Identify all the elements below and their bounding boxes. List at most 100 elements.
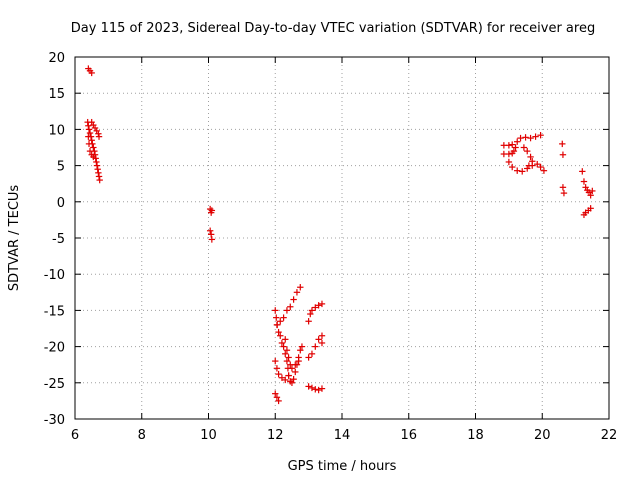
data-point: [587, 205, 594, 212]
y-tick-label: -25: [44, 377, 65, 392]
data-point: [90, 153, 97, 161]
data-point: [295, 357, 302, 365]
data-point: [312, 386, 319, 393]
data-point: [206, 227, 214, 234]
data-point: [85, 122, 92, 129]
data-point: [287, 361, 294, 368]
data-point: [278, 374, 286, 381]
data-point: [318, 332, 326, 339]
data-point: [534, 160, 541, 168]
data-point: [308, 384, 316, 392]
data-point: [537, 131, 544, 139]
data-point: [85, 126, 93, 133]
data-point: [520, 144, 528, 151]
data-point: [208, 207, 216, 214]
x-axis-label: GPS time / hours: [288, 459, 397, 474]
data-point: [275, 397, 282, 405]
x-tick-label: 14: [334, 428, 351, 443]
data-point: [305, 318, 312, 325]
data-point: [283, 357, 291, 365]
data-point: [315, 386, 322, 394]
data-point: [277, 332, 284, 339]
data-point: [537, 163, 544, 171]
data-point: [527, 134, 534, 142]
data-point: [95, 130, 102, 137]
y-tick-label: -5: [52, 232, 65, 247]
data-point: [529, 162, 536, 169]
data-point: [517, 134, 524, 142]
data-point: [589, 187, 596, 195]
data-point: [272, 390, 279, 397]
data-point: [282, 336, 289, 343]
data-point: [278, 339, 286, 347]
data-point: [308, 350, 316, 358]
data-point: [298, 343, 306, 350]
data-point: [273, 314, 280, 321]
data-point: [559, 184, 567, 191]
grid-lines: [75, 57, 609, 419]
x-tick-label: 16: [400, 428, 417, 443]
data-point: [509, 141, 516, 148]
data-point: [86, 147, 94, 155]
data-point: [560, 189, 568, 197]
data-point: [297, 347, 304, 354]
data-point: [312, 304, 319, 311]
data-point: [315, 336, 322, 343]
data-point: [579, 168, 586, 175]
data-point: [283, 307, 291, 314]
data-point: [580, 178, 588, 185]
data-point: [93, 162, 101, 169]
data-point: [275, 328, 282, 336]
data-point: [94, 166, 101, 173]
y-tick-label: -30: [44, 413, 65, 428]
y-tick-label: 10: [48, 123, 65, 138]
data-point: [272, 307, 279, 314]
data-point: [272, 357, 279, 365]
data-point: [282, 376, 289, 384]
data-point: [540, 167, 548, 174]
data-point: [559, 140, 566, 148]
data-point: [93, 158, 100, 166]
x-tick-label: 22: [601, 428, 618, 443]
data-point: [285, 372, 292, 379]
data-point: [88, 69, 95, 77]
data-point: [315, 302, 322, 309]
data-point: [318, 300, 326, 308]
data-point: [524, 147, 531, 155]
data-point: [273, 365, 281, 372]
data-point: [524, 165, 531, 172]
data-point: [285, 354, 292, 361]
data-point: [273, 321, 281, 329]
data-point: [527, 153, 534, 161]
y-tick-label: -20: [44, 341, 65, 356]
data-point: [514, 167, 521, 174]
y-tick-label: 20: [48, 51, 65, 66]
data-point: [307, 310, 314, 318]
x-tick-label: 10: [200, 428, 217, 443]
y-tick-label: 0: [57, 196, 65, 211]
data-point: [305, 354, 312, 361]
data-point: [280, 343, 287, 350]
chart-title: Day 115 of 2023, Sidereal Day-to-day VTE…: [71, 21, 595, 36]
x-tick-label: 8: [138, 428, 146, 443]
data-point: [90, 144, 97, 151]
y-tick-label: 5: [57, 160, 65, 175]
data-point: [505, 150, 513, 158]
data-point: [287, 303, 294, 310]
data-point: [88, 137, 95, 144]
data-point: [312, 343, 319, 350]
x-tick-label: 20: [534, 428, 551, 443]
data-point: [85, 133, 92, 140]
data-point: [275, 370, 282, 378]
data-point: [95, 173, 103, 180]
data-point: [292, 368, 299, 376]
data-point: [95, 133, 103, 140]
data-point: [282, 350, 289, 358]
data-point: [95, 169, 102, 177]
data-points: [84, 65, 596, 405]
data-point: [509, 150, 516, 157]
x-tick-label: 6: [71, 428, 79, 443]
data-point: [522, 134, 529, 141]
data-point: [559, 151, 567, 158]
